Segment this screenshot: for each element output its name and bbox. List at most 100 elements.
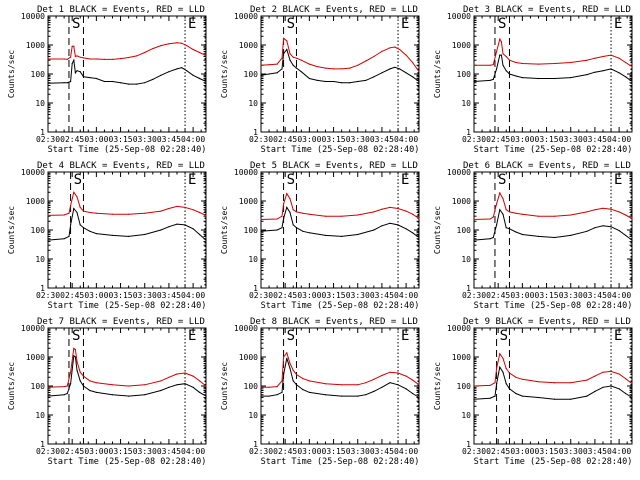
- marker-label-s: S: [500, 328, 508, 344]
- x-tick-label: 04:00: [394, 447, 418, 456]
- data-point-events: [76, 369, 78, 371]
- data-point-lld: [489, 384, 491, 386]
- data-point-events: [618, 230, 620, 232]
- data-point-events: [66, 82, 68, 84]
- data-point-lld: [502, 357, 504, 359]
- data-point-events: [68, 235, 70, 237]
- x-tick-label: 03:45: [583, 135, 607, 144]
- data-point-events: [496, 68, 498, 70]
- data-point-events: [70, 383, 72, 385]
- data-point-lld: [405, 375, 407, 377]
- data-point-events: [594, 390, 596, 392]
- data-point-events: [283, 217, 285, 220]
- data-point-events: [199, 77, 201, 80]
- data-point-events: [489, 397, 491, 399]
- x-axis-title: Start Time (25-Sep-08 02:28:40): [474, 145, 633, 155]
- x-tick-label: 02:30: [462, 447, 486, 456]
- x-tick-label: 02:30: [36, 447, 60, 456]
- panel-title: Det 4 BLACK = Events, RED = LLD: [37, 161, 205, 171]
- data-point-lld: [333, 68, 335, 70]
- data-point-events: [144, 233, 146, 236]
- data-point-lld: [397, 207, 399, 210]
- data-point-events: [281, 227, 283, 229]
- data-point-lld: [492, 216, 494, 218]
- x-tick-label: 02:30: [249, 135, 273, 144]
- y-tick-label: 1000: [26, 197, 45, 206]
- y-tick-label: 1: [253, 128, 258, 137]
- data-point-events: [79, 71, 81, 73]
- data-point-events: [292, 64, 294, 66]
- data-point-events: [76, 211, 78, 214]
- y-tick-label: 1: [253, 440, 258, 449]
- data-point-events: [168, 226, 170, 228]
- y-tick-label: 1000: [452, 41, 471, 50]
- data-point-lld: [381, 50, 383, 53]
- data-point-lld: [631, 217, 633, 220]
- data-point-events: [489, 79, 491, 81]
- data-point-events: [73, 355, 75, 357]
- data-point-lld: [610, 370, 612, 372]
- data-point-lld: [341, 68, 343, 70]
- x-tick-label: 04:00: [181, 447, 205, 456]
- y-tick-label: 1000: [239, 197, 258, 206]
- data-point-lld: [89, 58, 91, 60]
- y-axis-title: Counts/sec: [220, 206, 229, 254]
- x-tick-label: 03:45: [370, 291, 394, 300]
- data-point-lld: [499, 192, 501, 194]
- y-tick-label: 10: [35, 411, 45, 420]
- data-point-events: [492, 78, 494, 80]
- data-point-lld: [610, 54, 612, 56]
- data-point-lld: [47, 58, 49, 60]
- data-point-lld: [82, 210, 85, 212]
- data-point-lld: [502, 198, 504, 200]
- data-point-lld: [152, 48, 154, 50]
- data-point-events: [500, 54, 502, 56]
- data-point-events: [260, 395, 262, 397]
- y-tick-label: 10: [461, 411, 471, 420]
- data-point-lld: [74, 349, 76, 351]
- data-point-lld: [405, 54, 407, 56]
- x-tick-label: 02:45: [60, 135, 84, 144]
- data-point-events: [418, 396, 420, 399]
- data-point-lld: [389, 371, 391, 373]
- data-point-lld: [365, 60, 367, 62]
- data-point-lld: [283, 37, 285, 39]
- data-point-events: [308, 391, 310, 393]
- data-point-events: [63, 394, 65, 396]
- data-point-lld: [324, 383, 327, 385]
- data-point-lld: [199, 51, 201, 54]
- data-point-events: [602, 70, 604, 72]
- data-point-lld: [515, 212, 517, 214]
- data-point-lld: [63, 214, 65, 216]
- data-point-events: [381, 72, 383, 74]
- data-point-lld: [341, 384, 343, 386]
- panel-title: Det 1 BLACK = Events, RED = LLD: [37, 5, 205, 15]
- data-point-events: [281, 68, 283, 70]
- data-point-events: [276, 229, 278, 231]
- data-point-lld: [357, 384, 359, 386]
- data-point-events: [268, 73, 270, 75]
- data-point-lld: [176, 42, 178, 44]
- series-line-lld: [260, 37, 420, 72]
- x-tick-label: 02:45: [273, 447, 297, 456]
- y-tick-label: 1: [466, 284, 471, 293]
- data-point-lld: [76, 196, 78, 198]
- x-tick-label: 02:30: [249, 447, 273, 456]
- data-point-lld: [168, 43, 170, 45]
- data-point-lld: [144, 384, 146, 386]
- data-point-events: [324, 80, 327, 83]
- panel-det-1: Det 1 BLACK = Events, RED = LLD 1 10 100 100…: [7, 5, 207, 155]
- x-tick-label: 03:45: [583, 291, 607, 300]
- data-point-lld: [505, 209, 507, 211]
- x-tick-label: 03:15: [322, 135, 346, 144]
- data-point-events: [502, 64, 504, 66]
- x-tick-label: 03:45: [157, 135, 181, 144]
- y-axis-title: Counts/sec: [7, 206, 16, 254]
- data-point-lld: [128, 385, 130, 387]
- x-tick-label: 03:45: [157, 291, 181, 300]
- y-tick-label: 10000: [447, 324, 471, 333]
- data-point-lld: [324, 67, 327, 69]
- data-point-lld: [554, 215, 556, 217]
- data-point-lld: [316, 66, 318, 68]
- x-tick-label: 03:30: [559, 291, 583, 300]
